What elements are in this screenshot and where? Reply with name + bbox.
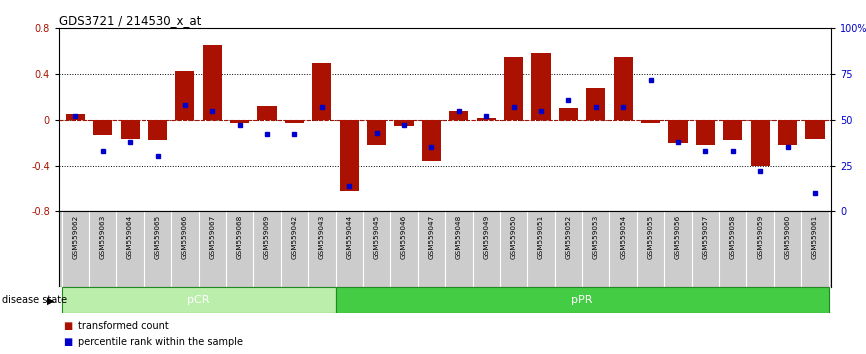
Bar xyxy=(203,45,222,120)
Bar xyxy=(285,120,304,123)
Bar xyxy=(335,287,829,313)
Bar xyxy=(94,120,113,135)
Text: GSM559056: GSM559056 xyxy=(675,215,681,259)
Text: percentile rank within the sample: percentile rank within the sample xyxy=(78,337,243,347)
Text: GSM559052: GSM559052 xyxy=(565,215,572,259)
Text: GSM559048: GSM559048 xyxy=(456,215,462,259)
Bar xyxy=(422,120,441,161)
Bar xyxy=(778,120,797,145)
Bar xyxy=(339,120,359,191)
Text: GSM559044: GSM559044 xyxy=(346,215,352,259)
Bar xyxy=(120,120,139,139)
Text: GSM559042: GSM559042 xyxy=(292,215,297,259)
Text: pCR: pCR xyxy=(187,295,210,306)
Bar xyxy=(367,120,386,145)
Bar xyxy=(313,63,332,120)
Text: GSM559062: GSM559062 xyxy=(73,215,78,259)
Text: disease state: disease state xyxy=(2,295,67,306)
Text: GSM559043: GSM559043 xyxy=(319,215,325,259)
Text: GSM559050: GSM559050 xyxy=(511,215,517,259)
Text: pPR: pPR xyxy=(572,295,593,306)
Text: GSM559057: GSM559057 xyxy=(702,215,708,259)
Bar xyxy=(476,118,496,120)
Text: GSM559060: GSM559060 xyxy=(785,215,791,259)
Text: GSM559067: GSM559067 xyxy=(210,215,216,259)
Text: GSM559058: GSM559058 xyxy=(730,215,736,259)
Bar xyxy=(504,57,523,120)
Text: GSM559054: GSM559054 xyxy=(620,215,626,259)
Text: GSM559055: GSM559055 xyxy=(648,215,654,259)
Text: ▶: ▶ xyxy=(47,295,54,306)
Bar xyxy=(230,120,249,123)
Bar xyxy=(61,287,335,313)
Bar xyxy=(449,111,469,120)
Bar xyxy=(669,120,688,143)
Text: GSM559063: GSM559063 xyxy=(100,215,106,259)
Text: transformed count: transformed count xyxy=(78,320,169,331)
Text: GSM559068: GSM559068 xyxy=(236,215,242,259)
Bar xyxy=(614,57,633,120)
Bar xyxy=(148,120,167,141)
Bar xyxy=(532,53,551,120)
Bar xyxy=(559,108,578,120)
Bar xyxy=(175,71,195,120)
Bar xyxy=(723,120,742,141)
Bar xyxy=(257,106,276,120)
Bar xyxy=(805,120,824,139)
Text: GSM559047: GSM559047 xyxy=(429,215,435,259)
Text: GSM559066: GSM559066 xyxy=(182,215,188,259)
Bar xyxy=(695,120,715,145)
Text: ■: ■ xyxy=(63,337,73,347)
Bar xyxy=(394,120,414,126)
Bar xyxy=(66,114,85,120)
Bar xyxy=(586,88,605,120)
Text: GSM559061: GSM559061 xyxy=(812,215,818,259)
Text: GSM559051: GSM559051 xyxy=(538,215,544,259)
Text: GDS3721 / 214530_x_at: GDS3721 / 214530_x_at xyxy=(59,14,201,27)
Text: ■: ■ xyxy=(63,320,73,331)
Bar xyxy=(641,120,660,123)
Text: GSM559059: GSM559059 xyxy=(757,215,763,259)
Text: GSM559045: GSM559045 xyxy=(373,215,379,259)
Text: GSM559069: GSM559069 xyxy=(264,215,270,259)
Text: GSM559065: GSM559065 xyxy=(154,215,160,259)
Text: GSM559049: GSM559049 xyxy=(483,215,489,259)
Text: GSM559064: GSM559064 xyxy=(127,215,133,259)
Bar xyxy=(751,120,770,166)
Text: GSM559046: GSM559046 xyxy=(401,215,407,259)
Text: GSM559053: GSM559053 xyxy=(593,215,598,259)
